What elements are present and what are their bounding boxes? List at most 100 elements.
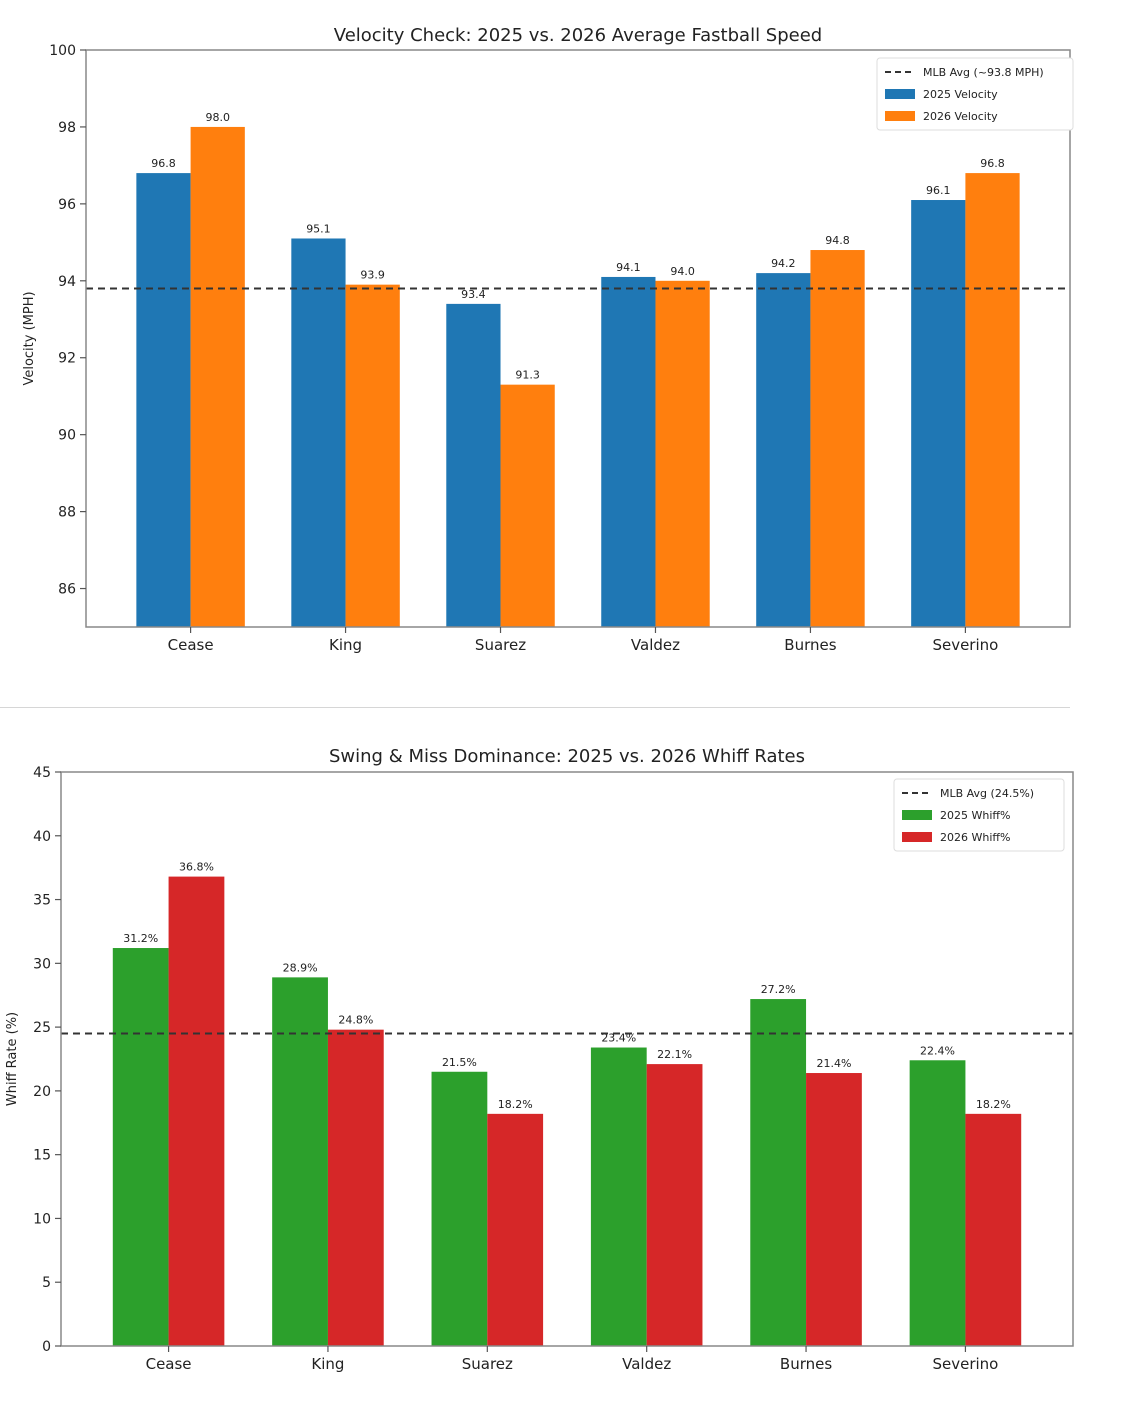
bar-data-label: 27.2% — [761, 983, 796, 996]
section-divider — [0, 707, 1070, 708]
whiff-rate-chart: Swing & Miss Dominance: 2025 vs. 2026 Wh… — [5, 746, 1074, 1373]
x-tick-label-burnes: Burnes — [784, 636, 836, 654]
legend-swatch-2025-velocity — [885, 89, 915, 99]
plot-frame — [85, 49, 1071, 628]
x-tick-label-valdez: Valdez — [631, 636, 680, 654]
velocity-chart: Velocity Check: 2025 vs. 2026 Average Fa… — [22, 25, 1074, 654]
bar-2026-velocity-burnes — [810, 250, 865, 627]
bar-data-label: 94.2 — [771, 257, 796, 270]
bar-2026-whiff--king — [327, 1029, 384, 1346]
bar-2026-whiff--severino — [965, 1113, 1022, 1346]
y-tick-label: 25 — [33, 1020, 51, 1036]
bar-data-label: 96.1 — [926, 184, 951, 197]
y-tick-label: 15 — [33, 1148, 51, 1164]
bar-data-label: 36.8% — [179, 861, 214, 874]
bar-data-label: 22.4% — [920, 1044, 955, 1057]
legend-label-2026-whiff-: 2026 Whiff% — [940, 831, 1010, 844]
y-tick-label: 100 — [49, 43, 76, 59]
bar-2025-velocity-burnes — [756, 273, 811, 627]
x-tick-label-cease: Cease — [168, 636, 214, 654]
bar-data-label: 94.1 — [616, 261, 641, 274]
legend-swatch-2026-velocity — [885, 111, 915, 121]
bar-data-label: 22.1% — [657, 1048, 692, 1061]
x-tick-label-severino: Severino — [932, 636, 998, 654]
bar-2026-velocity-suarez — [500, 384, 555, 627]
legend-label-2025-whiff-: 2025 Whiff% — [940, 809, 1010, 822]
bar-data-label: 94.8 — [825, 234, 850, 247]
bar-data-label: 24.8% — [338, 1014, 373, 1027]
legend-box — [893, 778, 1065, 852]
bar-2025-whiff--king — [272, 977, 328, 1346]
bar-2025-whiff--burnes — [750, 999, 807, 1346]
x-tick-label-valdez: Valdez — [622, 1355, 671, 1373]
plot-frame — [60, 771, 1074, 1347]
chart-legend: MLB Avg (24.5%) 2025 Whiff% 2026 Whiff% — [893, 778, 1065, 852]
y-tick-label: 88 — [58, 505, 76, 521]
bar-data-label: 23.4% — [601, 1032, 636, 1045]
legend-swatch-2026-whiff- — [902, 832, 932, 842]
legend-swatch-2025-whiff- — [902, 810, 932, 820]
legend-label-2025-velocity: 2025 Velocity — [923, 88, 998, 101]
chart-title: Velocity Check: 2025 vs. 2026 Average Fa… — [334, 25, 822, 46]
legend-label-mlb-avg: MLB Avg (~93.8 MPH) — [923, 66, 1044, 79]
bar-2025-velocity-suarez — [446, 303, 501, 627]
bar-data-label: 18.2% — [976, 1098, 1011, 1111]
y-axis-label: Whiff Rate (%) — [5, 1012, 20, 1106]
legend-box — [876, 57, 1074, 131]
y-tick-label: 98 — [58, 120, 76, 136]
bar-data-label: 28.9% — [283, 961, 318, 974]
bar-2025-velocity-king — [291, 238, 346, 627]
y-axis-label: Velocity (MPH) — [22, 291, 37, 385]
bar-2025-velocity-valdez — [601, 276, 656, 627]
bar-data-label: 96.8 — [980, 157, 1005, 170]
bar-data-label: 93.4 — [461, 288, 486, 301]
y-tick-label: 0 — [42, 1339, 51, 1355]
y-tick-label: 86 — [58, 582, 76, 598]
bar-data-label: 21.5% — [442, 1056, 477, 1069]
x-tick-label-suarez: Suarez — [462, 1355, 513, 1373]
y-tick-label: 10 — [33, 1211, 51, 1227]
bar-data-label: 96.8 — [151, 157, 176, 170]
x-tick-label-king: King — [329, 636, 362, 654]
bar-data-label: 98.0 — [205, 111, 230, 124]
bar-data-label: 91.3 — [515, 369, 540, 382]
chart-title: Swing & Miss Dominance: 2025 vs. 2026 Wh… — [329, 746, 805, 767]
y-tick-label: 92 — [58, 351, 76, 367]
bar-data-label: 95.1 — [306, 222, 331, 235]
bar-2025-whiff--valdez — [590, 1047, 647, 1346]
y-tick-label: 45 — [33, 765, 51, 781]
bar-2026-velocity-valdez — [655, 280, 710, 627]
x-tick-label-burnes: Burnes — [780, 1355, 832, 1373]
bar-2026-velocity-king — [345, 284, 400, 627]
bar-2025-velocity-cease — [136, 173, 191, 628]
bar-2026-whiff--burnes — [806, 1073, 862, 1346]
x-tick-label-king: King — [311, 1355, 344, 1373]
bar-2026-velocity-severino — [965, 173, 1020, 628]
bar-data-label: 21.4% — [816, 1057, 851, 1070]
x-tick-label-cease: Cease — [146, 1355, 192, 1373]
x-tick-label-severino: Severino — [932, 1355, 998, 1373]
y-tick-label: 90 — [58, 428, 76, 444]
bar-2025-whiff--severino — [909, 1060, 966, 1346]
y-tick-label: 20 — [33, 1084, 51, 1100]
y-tick-label: 40 — [33, 829, 51, 845]
x-tick-label-suarez: Suarez — [475, 636, 526, 654]
bar-data-label: 31.2% — [123, 932, 158, 945]
y-tick-label: 35 — [33, 893, 51, 909]
bar-2025-whiff--suarez — [431, 1071, 488, 1346]
bar-data-label: 18.2% — [498, 1098, 533, 1111]
bar-2026-whiff--cease — [168, 876, 225, 1346]
y-tick-label: 30 — [33, 956, 51, 972]
bar-2026-whiff--valdez — [646, 1064, 703, 1346]
bar-data-label: 94.0 — [670, 265, 695, 278]
legend-label-2026-velocity: 2026 Velocity — [923, 110, 998, 123]
bar-2025-whiff--cease — [112, 948, 169, 1346]
y-tick-label: 5 — [42, 1275, 51, 1291]
bar-2025-velocity-severino — [911, 200, 966, 627]
bar-data-label: 93.9 — [360, 269, 385, 282]
bar-2026-whiff--suarez — [487, 1113, 544, 1346]
bar-2026-velocity-cease — [190, 126, 245, 627]
chart-legend: MLB Avg (~93.8 MPH) 2025 Velocity 2026 Vel… — [876, 57, 1074, 131]
legend-label-mlb-avg: MLB Avg (24.5%) — [940, 787, 1034, 800]
